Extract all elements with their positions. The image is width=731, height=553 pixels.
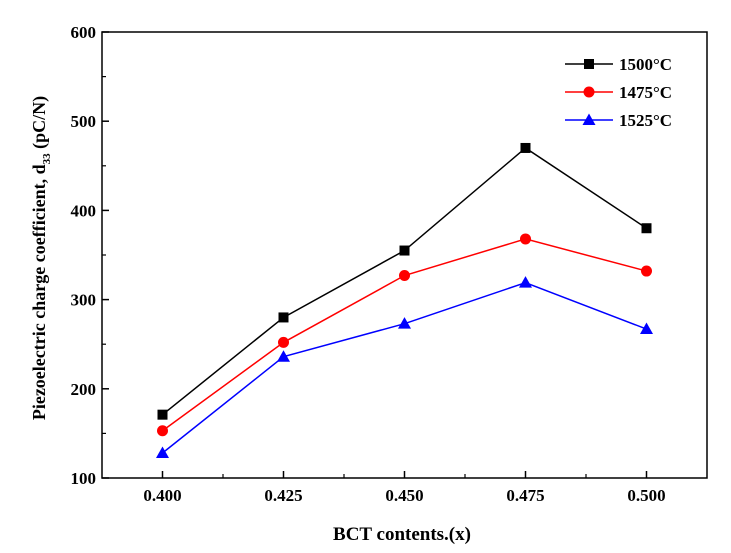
y-axis-label-subscript: 33 — [41, 153, 53, 165]
series-1 — [157, 233, 652, 437]
legend-label: 1500°C — [619, 55, 672, 74]
data-point — [278, 336, 289, 348]
data-point — [277, 350, 290, 362]
x-tick-label: 0.450 — [385, 486, 423, 505]
series-line — [162, 147, 647, 416]
x-tick-label: 0.500 — [627, 486, 665, 505]
legend-item-1: 1475°C — [565, 83, 672, 102]
data-point — [519, 276, 532, 288]
series-line — [162, 281, 647, 454]
data-point — [641, 223, 652, 234]
y-tick-label: 100 — [71, 469, 97, 488]
y-tick-label: 500 — [71, 112, 97, 131]
legend: 1500°C 1475°C 1525°C — [565, 55, 672, 130]
data-point — [520, 233, 531, 245]
legend-item-0: 1500°C — [565, 55, 672, 74]
y-axis-label-unit: (pC/N) — [29, 96, 50, 154]
data-point — [156, 446, 169, 459]
legend-marker — [582, 113, 596, 125]
y-axis: 100 200 300 400 500 600 — [71, 23, 109, 488]
legend-item-2: 1525°C — [565, 111, 672, 130]
data-point — [278, 312, 289, 323]
x-axis-label: BCT contents.(x) — [333, 524, 471, 545]
legend-label: 1525°C — [619, 111, 672, 130]
x-axis: 0.400 0.425 0.450 0.475 0.500 — [143, 471, 666, 505]
y-axis-label-main: Piezoelectric charge coefficient, d — [29, 164, 49, 420]
y-tick-label: 400 — [71, 201, 97, 220]
data-point — [640, 322, 653, 335]
y-tick-label: 600 — [71, 23, 97, 42]
data-point — [520, 142, 531, 153]
data-point — [399, 245, 410, 256]
x-tick-label: 0.400 — [143, 486, 181, 505]
data-point — [641, 265, 652, 277]
data-point — [157, 425, 168, 437]
series-line — [162, 238, 647, 432]
legend-label: 1475°C — [619, 83, 672, 102]
x-tick-label: 0.475 — [506, 486, 544, 505]
data-point — [398, 317, 411, 329]
y-tick-label: 200 — [71, 380, 97, 399]
y-tick-label: 300 — [71, 291, 97, 310]
x-tick-label: 0.425 — [264, 486, 302, 505]
series-0 — [157, 142, 652, 420]
data-point — [157, 409, 168, 420]
legend-marker — [584, 59, 594, 69]
series-layer — [156, 142, 653, 459]
series-2 — [156, 276, 653, 459]
y-axis-label: Piezoelectric charge coefficient, d33 (p… — [29, 96, 53, 420]
legend-marker — [583, 86, 595, 98]
data-point — [399, 270, 410, 282]
